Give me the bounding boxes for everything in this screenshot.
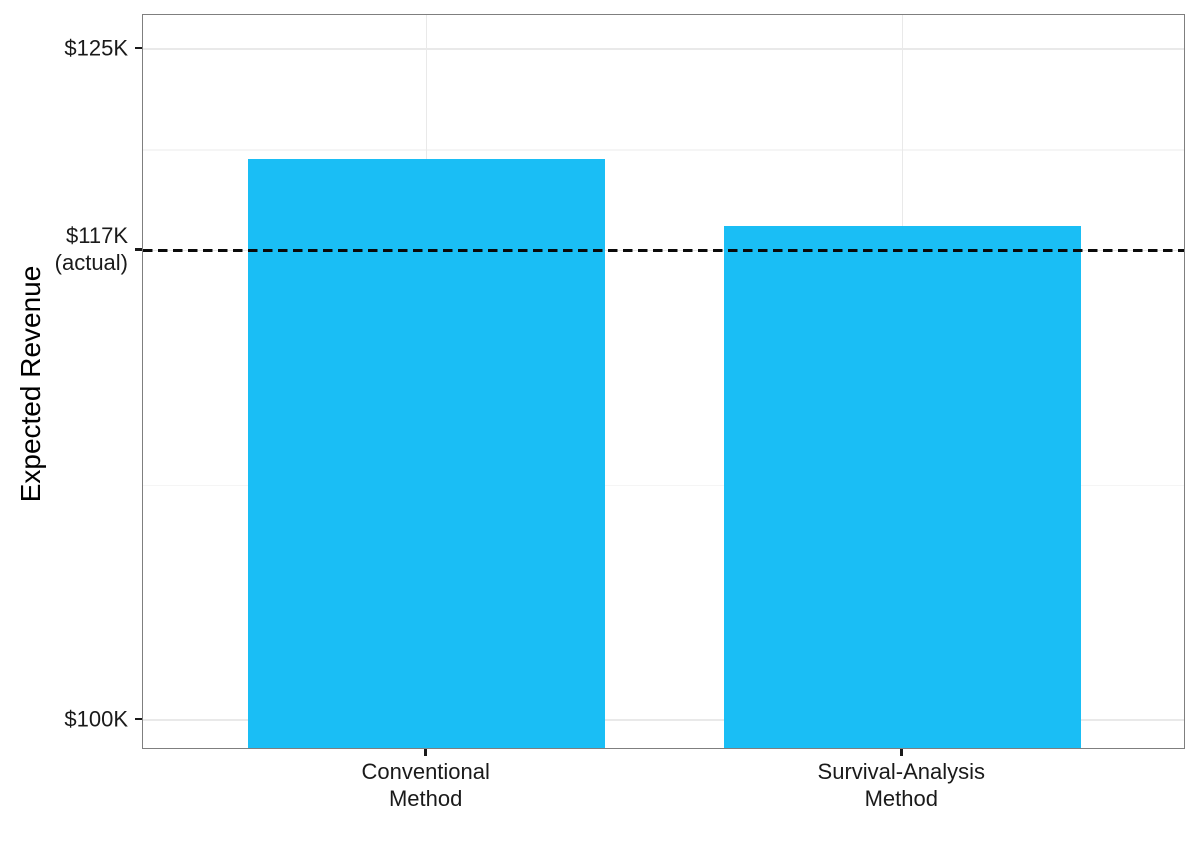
minor-gridline [143,484,1184,487]
minor-gridline [143,149,1184,151]
plot-panel [142,14,1185,749]
y-axis-tick [135,46,142,50]
y-tick-label: $125K [0,35,128,62]
x-category-label-line: Survival-Analysis [817,759,986,784]
x-axis-tick [424,749,427,756]
y-tick-label-line: (actual) [54,250,128,276]
y-tick-label-line: $125K [64,35,128,61]
major-gridline [143,48,1184,50]
x-category-label-line: Conventional [361,759,490,784]
x-category-label-survival-analysis-method: Survival-Analysis Method [818,758,986,812]
y-tick-label: $100K [0,705,128,732]
y-tick-label-line: $100K [64,706,128,732]
x-axis-tick [900,749,903,756]
y-axis-title: Expected Revenue [15,265,46,503]
actual-revenue-dashed-line [143,249,1184,252]
bar-survival-analysis-method [723,226,1081,748]
y-tick-label-line: $117K [66,223,128,249]
x-category-label-line: Method [388,786,463,811]
y-axis-tick [135,717,142,721]
x-category-label-line: Method [864,786,938,811]
bar-conventional-method [248,159,606,748]
major-gridline [143,719,1184,721]
y-axis-tick [135,248,142,251]
x-category-label-conventional-method: Conventional Method [361,758,489,812]
y-tick-label: $117K (actual) [0,222,128,276]
